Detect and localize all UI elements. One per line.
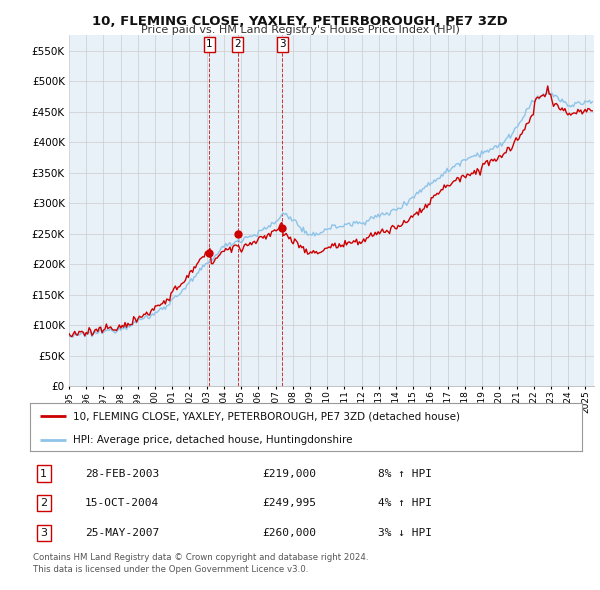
Text: 4% ↑ HPI: 4% ↑ HPI: [378, 498, 432, 508]
Text: Price paid vs. HM Land Registry's House Price Index (HPI): Price paid vs. HM Land Registry's House …: [140, 25, 460, 35]
Text: HPI: Average price, detached house, Huntingdonshire: HPI: Average price, detached house, Hunt…: [73, 435, 353, 445]
Text: 3: 3: [40, 528, 47, 538]
Text: £260,000: £260,000: [262, 528, 316, 538]
Text: 10, FLEMING CLOSE, YAXLEY, PETERBOROUGH, PE7 3ZD: 10, FLEMING CLOSE, YAXLEY, PETERBOROUGH,…: [92, 15, 508, 28]
Text: 3% ↓ HPI: 3% ↓ HPI: [378, 528, 432, 538]
Text: 8% ↑ HPI: 8% ↑ HPI: [378, 468, 432, 478]
Text: 1: 1: [40, 468, 47, 478]
Text: 2: 2: [40, 498, 47, 508]
Text: 2: 2: [234, 39, 241, 49]
Text: 1: 1: [206, 39, 213, 49]
Text: £249,995: £249,995: [262, 498, 316, 508]
Text: £219,000: £219,000: [262, 468, 316, 478]
Text: 10, FLEMING CLOSE, YAXLEY, PETERBOROUGH, PE7 3ZD (detached house): 10, FLEMING CLOSE, YAXLEY, PETERBOROUGH,…: [73, 411, 460, 421]
Text: 25-MAY-2007: 25-MAY-2007: [85, 528, 160, 538]
Text: This data is licensed under the Open Government Licence v3.0.: This data is licensed under the Open Gov…: [33, 565, 308, 573]
Text: Contains HM Land Registry data © Crown copyright and database right 2024.: Contains HM Land Registry data © Crown c…: [33, 553, 368, 562]
Text: 15-OCT-2004: 15-OCT-2004: [85, 498, 160, 508]
Text: 3: 3: [279, 39, 286, 49]
Text: 28-FEB-2003: 28-FEB-2003: [85, 468, 160, 478]
